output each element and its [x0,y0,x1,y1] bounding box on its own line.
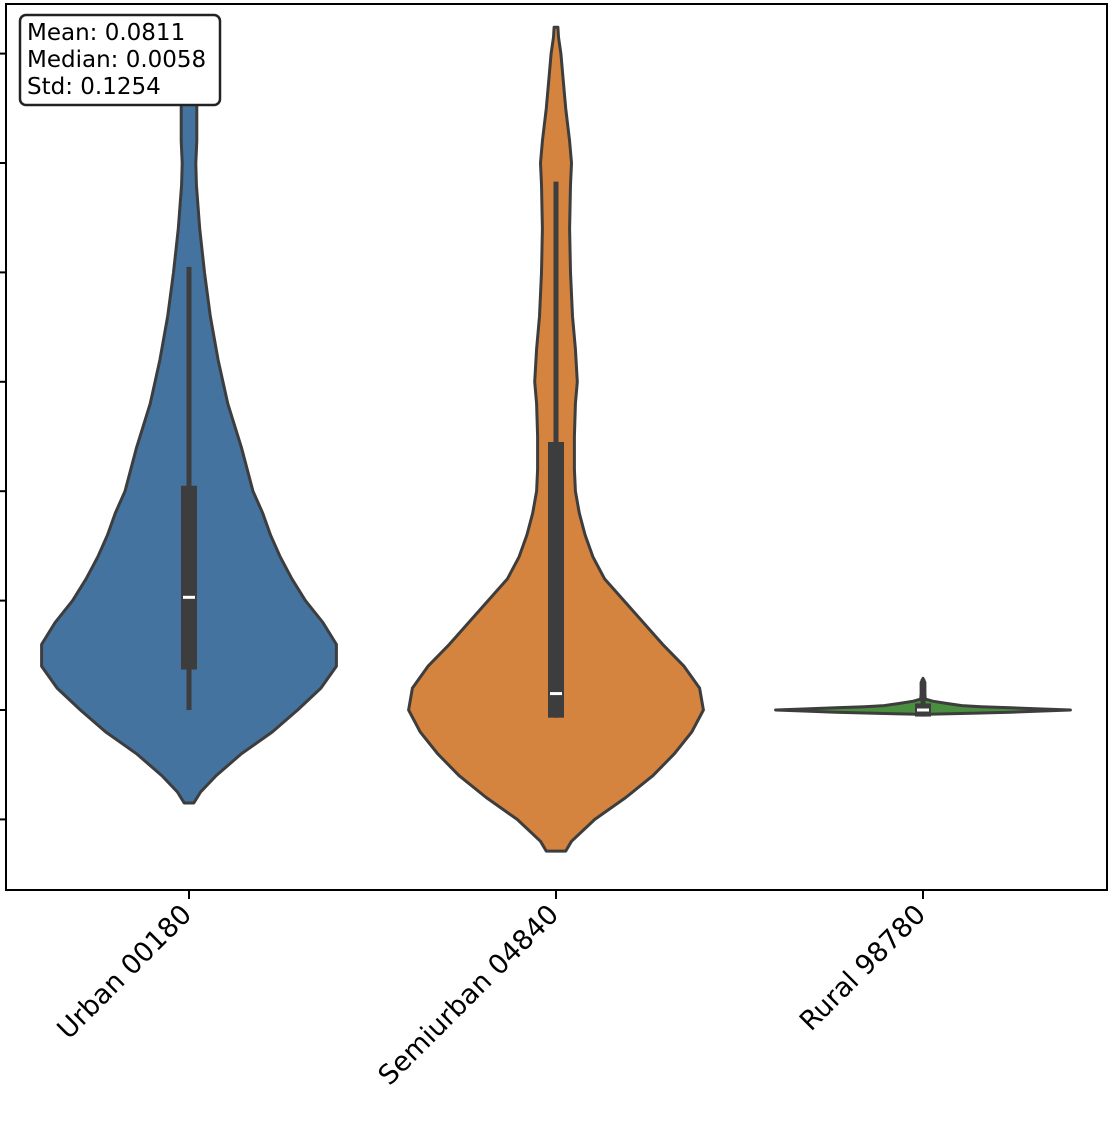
violin-2 [407,25,705,853]
x-tick-label-1: Urban 00180 [51,899,197,1045]
stats-box: Mean: 0.0811 Median: 0.0058 Std: 0.1254 [18,13,222,107]
stats-box-frame [18,13,222,107]
stats-median: Median: 0.0058 [27,47,206,73]
stats-mean: Mean: 0.0811 [27,20,185,46]
x-axis-ticks: Urban 00180 Semiurban 04840 Rural 98780 [51,890,932,1091]
stats-std: Std: 0.1254 [27,74,161,100]
y-axis-ticks [0,52,6,821]
violin-3 [774,676,1072,717]
x-tick-label-2: Semiurban 04840 [373,899,565,1091]
violin-iqr-box [181,485,197,670]
violin-iqr-box [548,441,564,718]
x-tick-label-3: Rural 98780 [794,899,932,1037]
